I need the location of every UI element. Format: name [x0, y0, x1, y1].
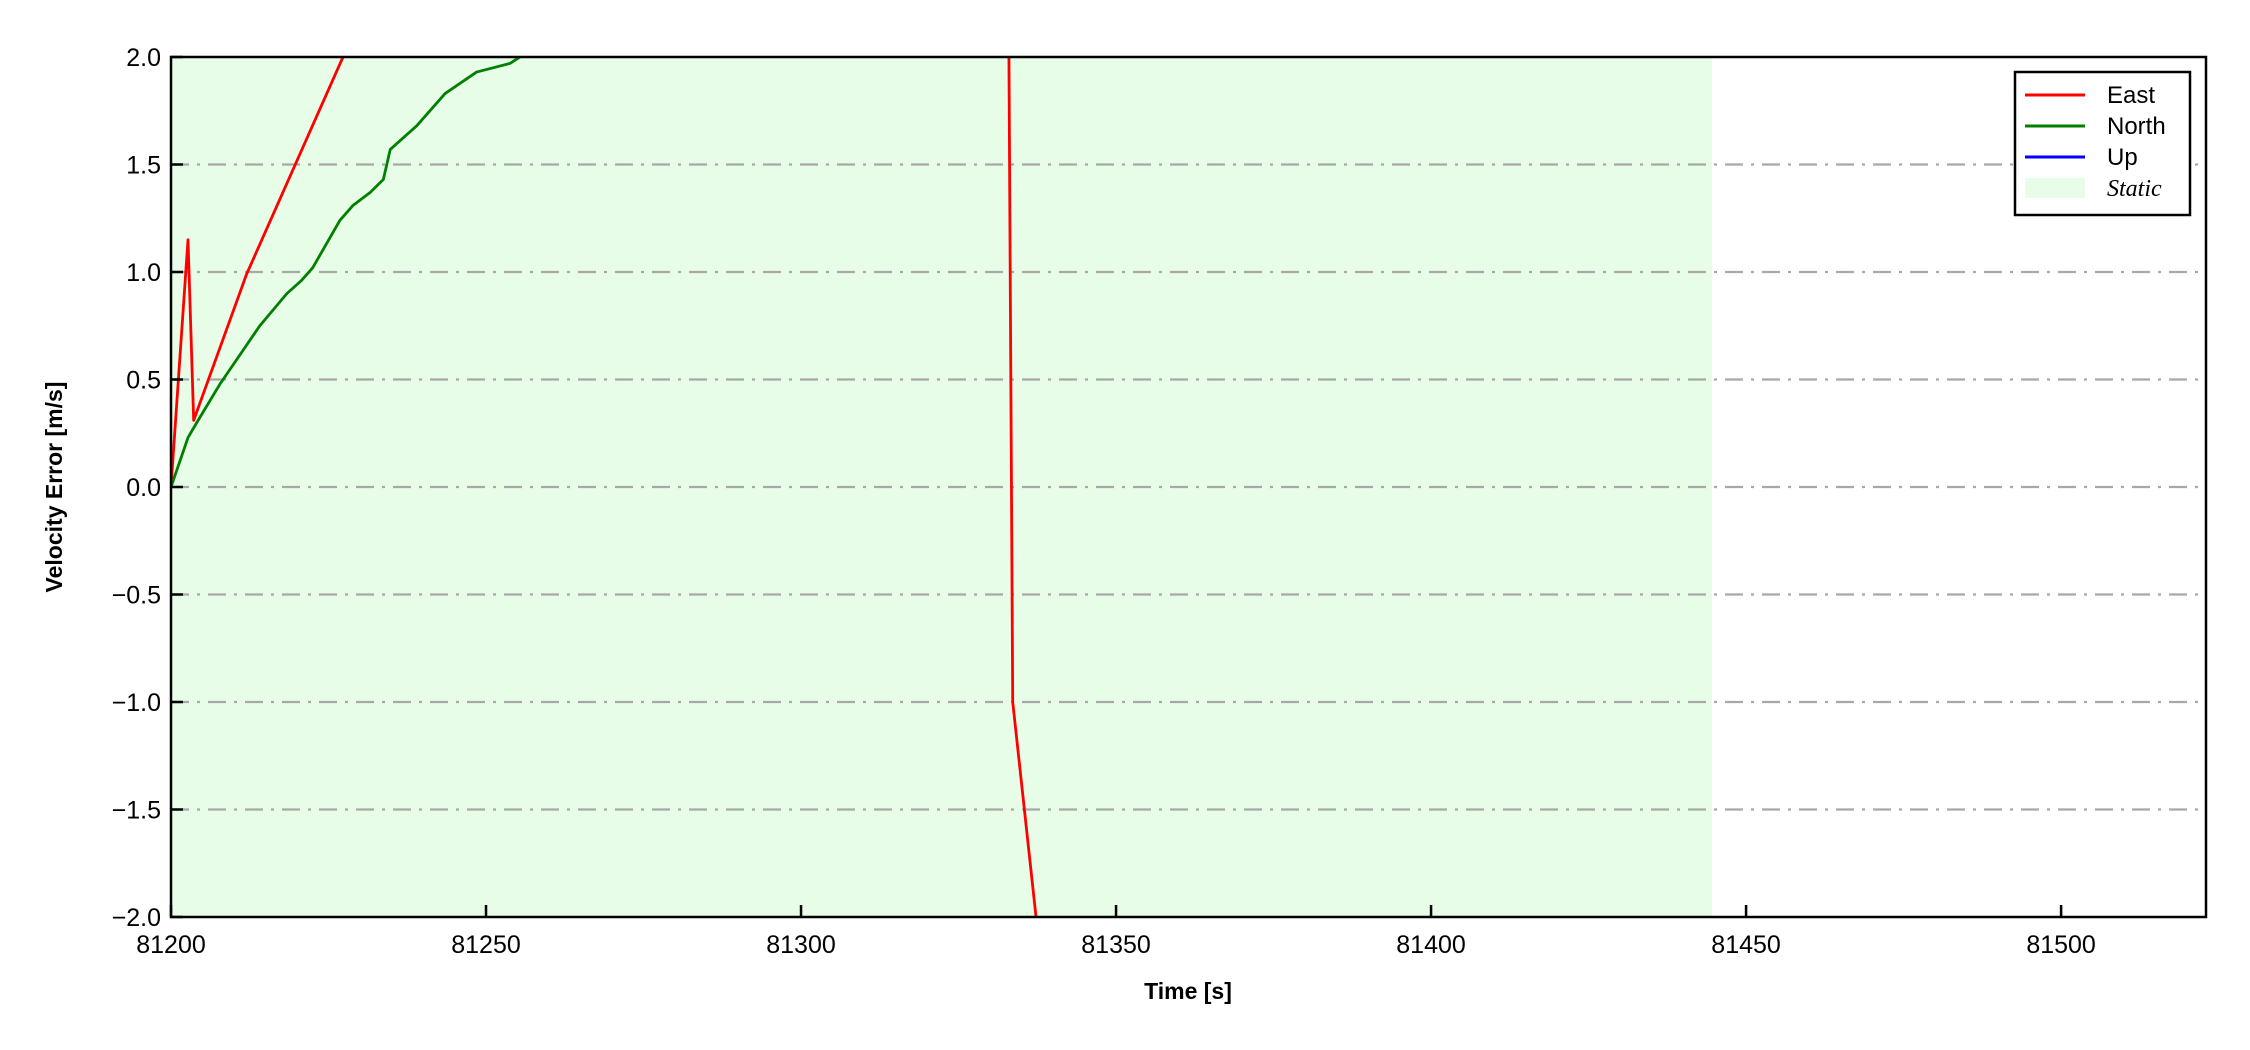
plot-frame [169, 55, 2208, 919]
legend-label-static: Static [2107, 176, 2162, 202]
legend-label-north: North [2107, 113, 2166, 140]
series-line-north [171, 57, 522, 488]
legend: East North Up Static [2013, 70, 2192, 217]
legend-label-up: Up [2107, 144, 2138, 171]
y-tick-label: 1.5 [126, 152, 161, 180]
x-tick-label: 81300 [766, 931, 836, 959]
x-tick-label: 81250 [451, 931, 521, 959]
y-axis-label: Velocity Error [m/s] [41, 382, 67, 593]
legend-swatch-static [2025, 178, 2085, 198]
x-tick-label: 81450 [1711, 931, 1781, 959]
x-tick-label: 81500 [2026, 931, 2096, 959]
y-tick-label: −1.5 [112, 797, 161, 825]
y-tick-label: 0.5 [126, 367, 161, 395]
x-axis-label: Time [s] [1144, 978, 1232, 1004]
series-line-east [171, 57, 345, 488]
y-tick-label: −1.0 [112, 689, 161, 717]
y-tick-label: 0.0 [126, 474, 161, 502]
x-tick-label: 81400 [1396, 931, 1466, 959]
series-line-east [1007, 57, 1038, 917]
x-tick-label: 81350 [1081, 931, 1151, 959]
y-tick-label: 1.0 [126, 259, 161, 287]
series-lines [171, 57, 1038, 917]
legend-label-east: East [2107, 82, 2155, 109]
y-tick-label: −2.0 [112, 904, 161, 932]
y-tick-label: −0.5 [112, 582, 161, 610]
x-tick-label: 81200 [136, 931, 206, 959]
grid-lines [171, 163, 2206, 811]
y-tick-label: 2.0 [126, 44, 161, 72]
